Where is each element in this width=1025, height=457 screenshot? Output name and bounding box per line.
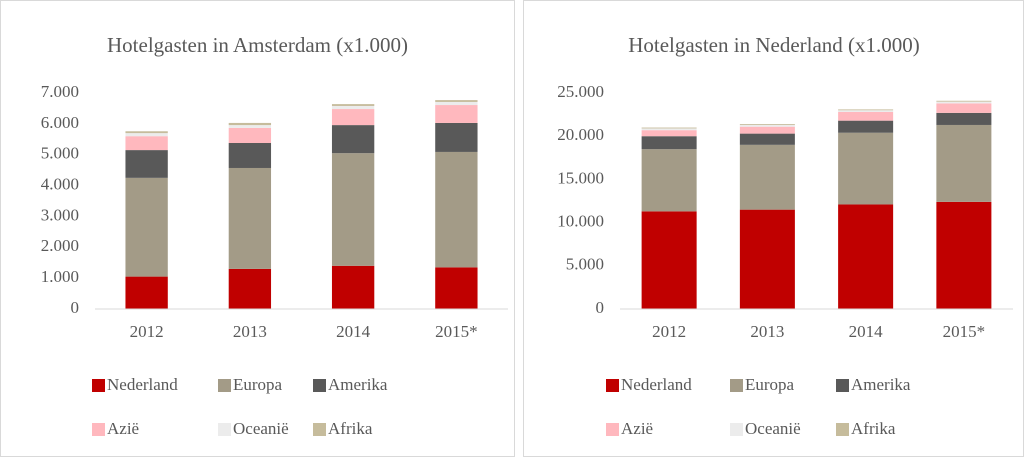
y-tick-label: 6.000	[41, 113, 79, 132]
legend-swatch	[218, 379, 231, 392]
y-tick-label: 7.000	[41, 82, 79, 101]
legend-label: Azië	[107, 419, 139, 438]
bar-segment	[331, 125, 375, 154]
bar-segment	[641, 130, 697, 137]
legend-swatch	[313, 423, 326, 436]
bar-segment	[331, 265, 375, 309]
bar-segment	[838, 110, 894, 113]
y-tick-label: 1.000	[41, 267, 79, 286]
bar-segment	[228, 142, 272, 168]
bar-segment	[125, 150, 168, 178]
bar-segment	[641, 136, 697, 150]
bar-segment	[331, 104, 375, 106]
bar-segment	[125, 133, 168, 137]
bar-segment	[228, 125, 272, 128]
bar-segment	[641, 128, 697, 131]
legend-label: Europa	[233, 375, 283, 394]
bar-segment	[739, 133, 795, 145]
legend-label: Afrika	[328, 419, 373, 438]
bar-segment	[739, 124, 795, 125]
bar-segment	[331, 105, 375, 110]
bar-segment	[125, 131, 168, 134]
bar-segment	[331, 153, 375, 266]
chart-title: Hotelgasten in Nederland (x1.000)	[628, 33, 920, 57]
bar-segment	[228, 167, 272, 269]
legend-label: Amerika	[328, 375, 388, 394]
bar-segment	[435, 101, 478, 106]
bar-segment	[125, 276, 168, 309]
x-tick-label: 2012	[652, 322, 686, 341]
legend-label: Nederland	[621, 375, 692, 394]
bar-segment	[435, 122, 478, 152]
bar-segment	[838, 112, 894, 121]
legend-label: Nederland	[107, 375, 178, 394]
y-tick-label: 3.000	[41, 205, 79, 224]
bar-segment	[125, 136, 168, 151]
bar-segment	[435, 105, 478, 123]
bar-segment	[228, 122, 272, 126]
y-tick-label: 0	[596, 298, 605, 317]
bar-segment	[125, 177, 168, 277]
bar-segment	[435, 100, 478, 102]
y-tick-label: 2.000	[41, 236, 79, 255]
bar-segment	[641, 127, 697, 129]
bar-segment	[838, 204, 894, 309]
bar-segment	[838, 132, 894, 205]
bar-segment	[435, 151, 478, 268]
bar-segment	[739, 124, 795, 127]
bar-segment	[838, 120, 894, 133]
legend-swatch	[92, 423, 105, 436]
legend-label: Azië	[621, 419, 653, 438]
bar-segment	[641, 149, 697, 212]
bar-segment	[228, 127, 272, 143]
bar-segment	[936, 100, 992, 102]
legend-swatch	[313, 379, 326, 392]
y-tick-label: 4.000	[41, 174, 79, 193]
bar-segment	[936, 201, 992, 309]
legend-swatch	[92, 379, 105, 392]
legend-swatch	[606, 423, 619, 436]
y-tick-label: 25.000	[557, 82, 604, 101]
bar-segment	[936, 112, 992, 125]
y-tick-label: 20.000	[557, 125, 604, 144]
bar-segment	[739, 209, 795, 309]
x-tick-label: 2013	[750, 322, 784, 341]
legend-swatch	[218, 423, 231, 436]
bar-segment	[936, 101, 992, 104]
legend-label: Oceanië	[233, 419, 289, 438]
legend-label: Afrika	[851, 419, 896, 438]
legend-swatch	[836, 379, 849, 392]
legend-swatch	[730, 379, 743, 392]
legend-label: Oceanië	[745, 419, 801, 438]
bar-segment	[739, 126, 795, 134]
y-tick-label: 15.000	[557, 168, 604, 187]
x-tick-label: 2015*	[435, 322, 478, 341]
bar-segment	[435, 267, 478, 309]
chart-title: Hotelgasten in Amsterdam (x1.000)	[107, 33, 408, 57]
x-tick-label: 2013	[233, 322, 267, 341]
y-tick-label: 10.000	[557, 212, 604, 231]
legend-label: Europa	[745, 375, 795, 394]
legend-swatch	[730, 423, 743, 436]
bar-segment	[838, 109, 894, 111]
legend-swatch	[606, 379, 619, 392]
y-tick-label: 5.000	[41, 144, 79, 163]
bar-segment	[331, 109, 375, 126]
legend-label: Amerika	[851, 375, 911, 394]
bar-segment	[936, 103, 992, 113]
bar-segment	[228, 268, 272, 309]
bar-segment	[641, 211, 697, 309]
x-tick-label: 2012	[130, 322, 164, 341]
legend-swatch	[836, 423, 849, 436]
y-tick-label: 5.000	[566, 255, 604, 274]
bar-segment	[739, 144, 795, 210]
bar-segment	[936, 124, 992, 202]
x-tick-label: 2014	[336, 322, 371, 341]
x-tick-label: 2014	[849, 322, 884, 341]
x-tick-label: 2015*	[943, 322, 986, 341]
y-tick-label: 0	[71, 298, 80, 317]
